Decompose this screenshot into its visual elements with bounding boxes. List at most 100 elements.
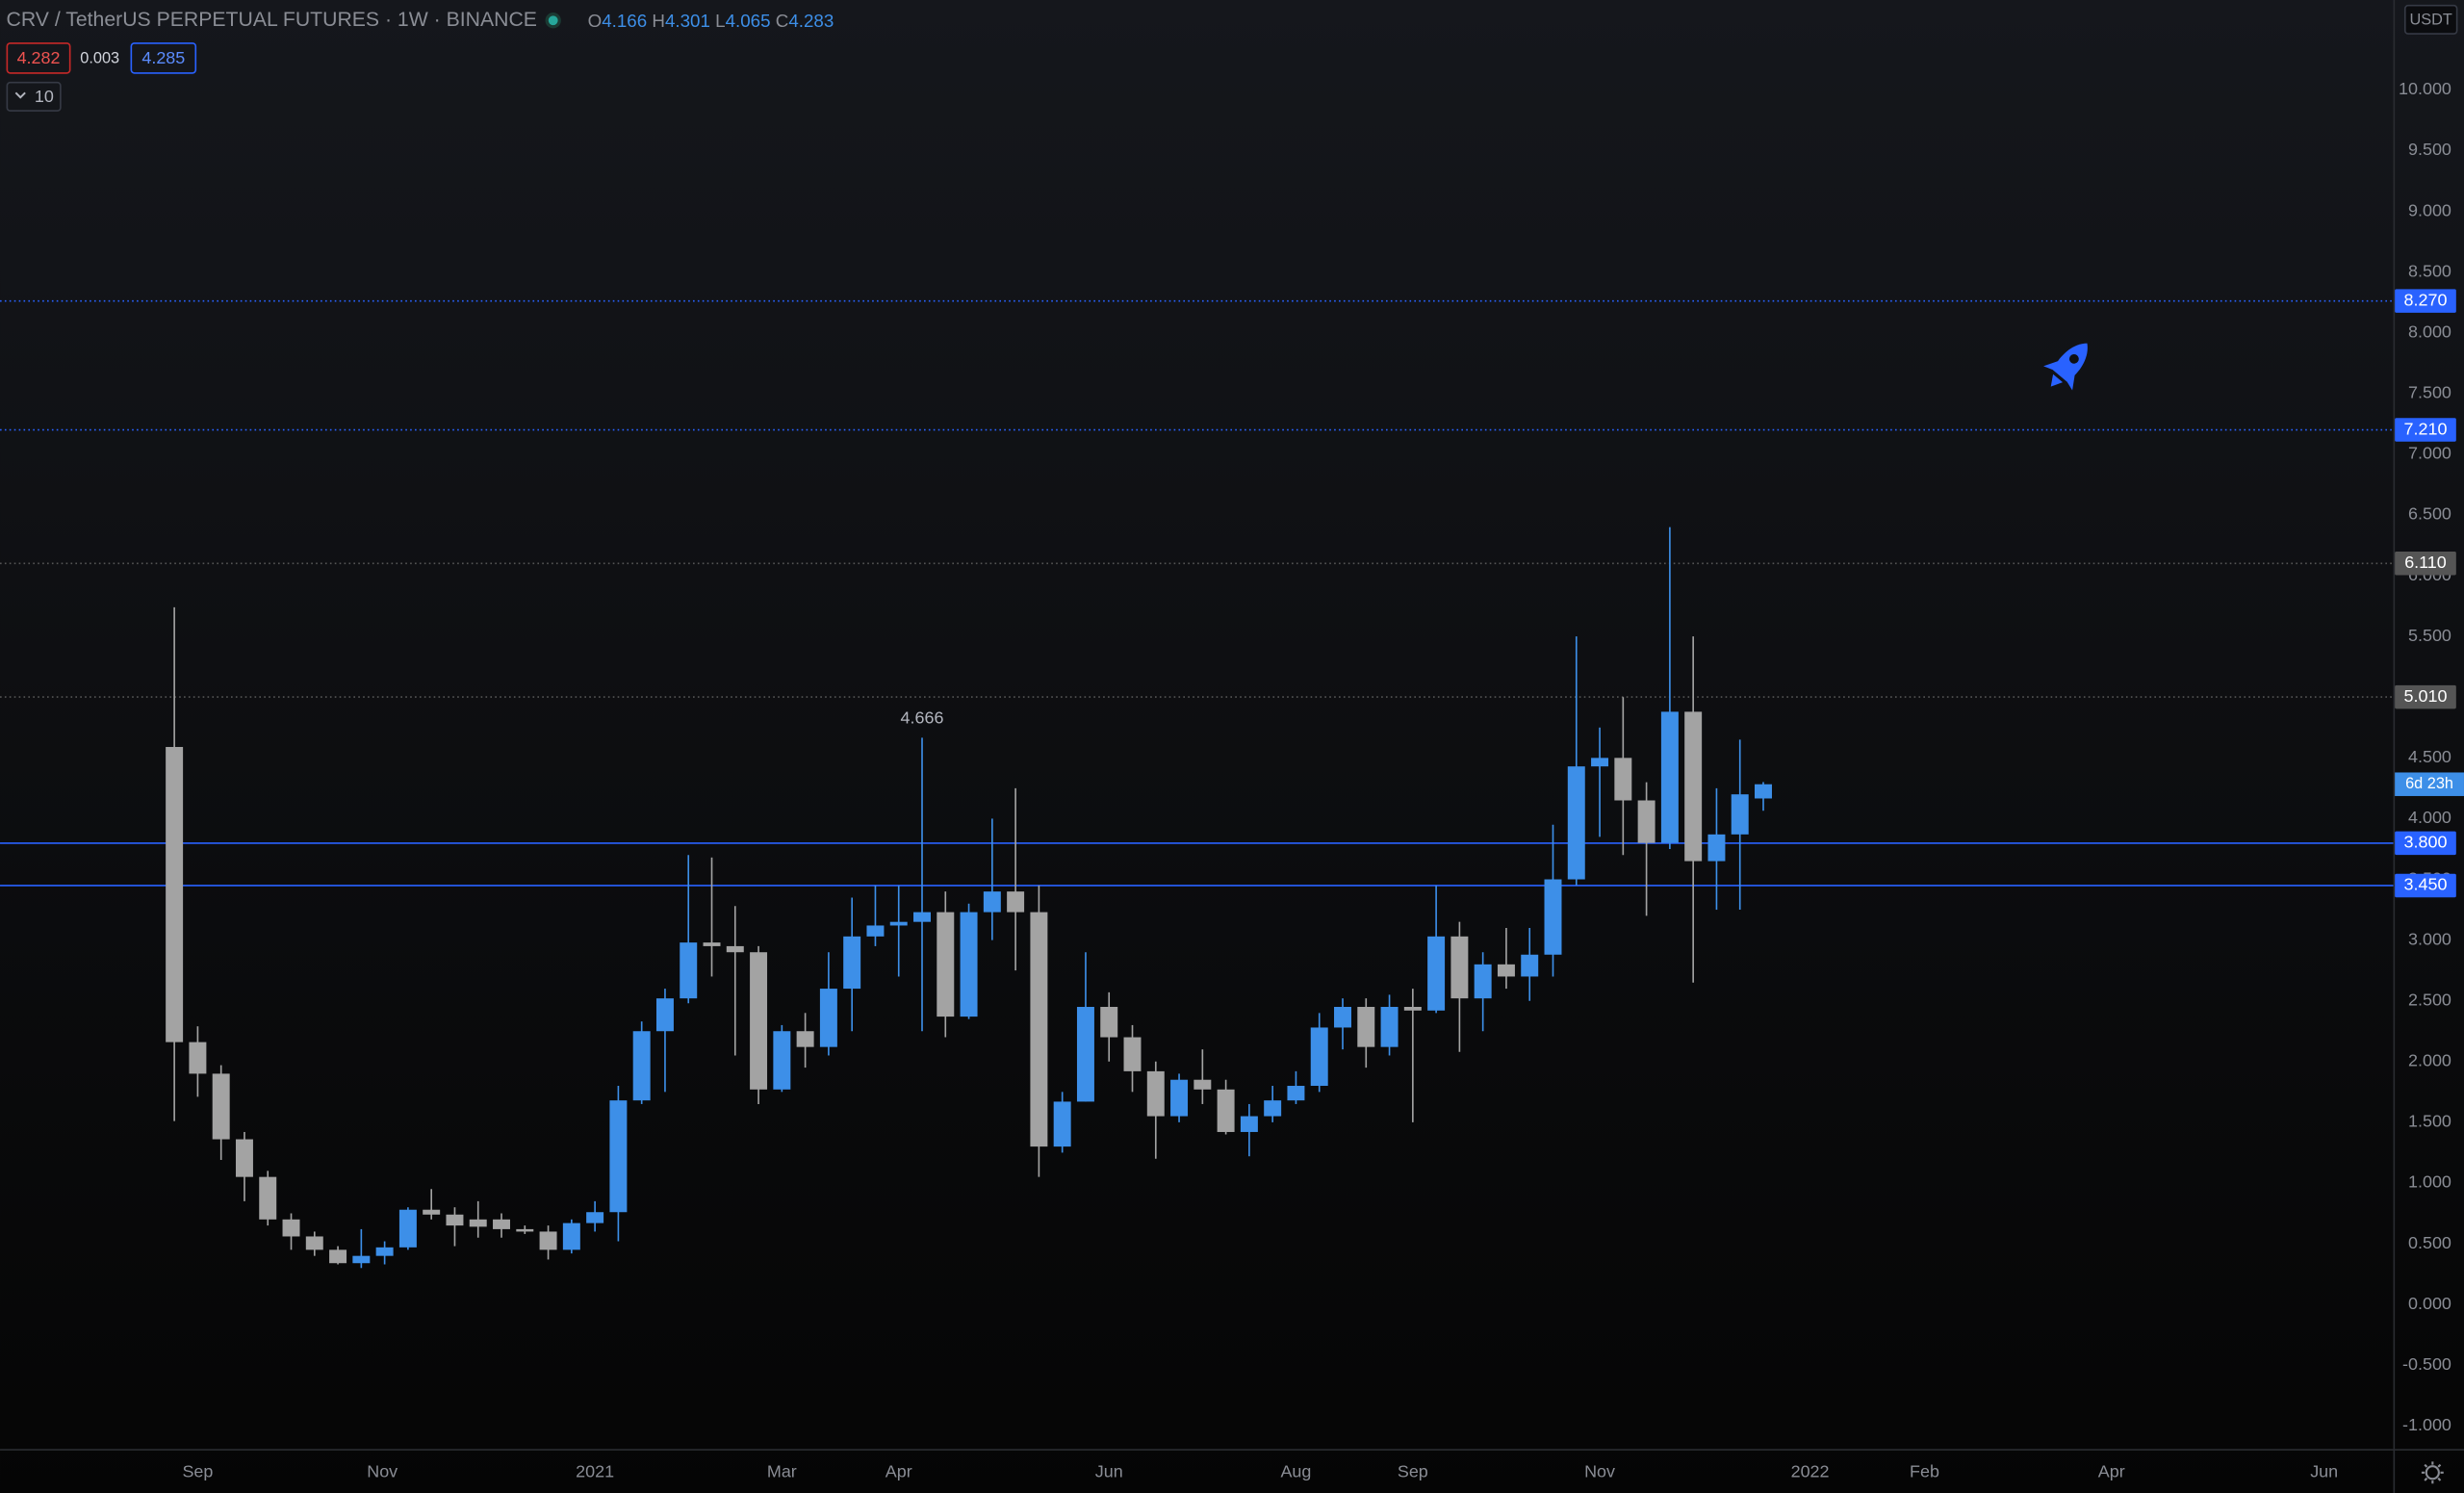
candle-body: [750, 952, 768, 1090]
candle-body: [562, 1223, 580, 1250]
candle-body: [352, 1255, 371, 1264]
y-tick-label: 0.000: [2408, 1294, 2451, 1313]
candle-body: [655, 998, 674, 1032]
candle-body: [703, 942, 721, 946]
candle-body: [189, 1042, 207, 1074]
plot: 4.666: [0, 299, 2394, 1269]
candle-body: [1334, 1007, 1351, 1028]
price-level-label: 3.800: [2404, 833, 2448, 852]
candle-body: [1614, 758, 1632, 801]
buy-price: 4.285: [141, 48, 185, 67]
candle-body: [960, 912, 978, 1017]
candle-body: [1450, 936, 1469, 999]
candle-body: [1707, 834, 1726, 862]
x-tick-label: 2022: [1791, 1462, 1830, 1481]
ohlc-label: L: [715, 11, 725, 31]
y-tick-label: 8.000: [2408, 322, 2451, 341]
buy-box[interactable]: [130, 42, 197, 74]
candle-body: [1660, 711, 1679, 843]
candle-body: [819, 989, 837, 1047]
x-tick-label: Feb: [1910, 1462, 1939, 1481]
price-level-tag: [2395, 873, 2456, 898]
price-level-label: 8.270: [2404, 290, 2448, 309]
candle-body: [259, 1176, 277, 1220]
candle-body: [1053, 1101, 1071, 1147]
x-tick-label: Nov: [367, 1462, 398, 1481]
x-tick-label: Nov: [1584, 1462, 1615, 1481]
ohlc-value: 4.166: [602, 11, 647, 31]
x-tick-label: Sep: [1398, 1462, 1428, 1481]
y-tick-label: 5.500: [2408, 626, 2451, 645]
settings-icon[interactable]: [2421, 1461, 2444, 1484]
candle-body: [609, 1100, 628, 1213]
candle-body: [1497, 964, 1515, 977]
x-tick-label: Jun: [2310, 1462, 2338, 1481]
status-dot: [548, 15, 558, 26]
countdown-tag: [2395, 772, 2464, 796]
candle-body: [773, 1031, 791, 1090]
candle-body: [423, 1209, 441, 1215]
candle-body: [1544, 879, 1562, 955]
candle-body: [983, 891, 1001, 913]
candle-body: [305, 1236, 323, 1250]
candle-body: [446, 1214, 464, 1226]
y-tick-label: 2.500: [2408, 990, 2451, 1009]
y-tick-label: 7.000: [2408, 444, 2451, 463]
y-tick-label: -0.500: [2402, 1354, 2451, 1374]
candle-body: [1357, 1007, 1375, 1047]
candle-body: [1264, 1100, 1282, 1117]
candle-body: [632, 1031, 651, 1101]
spread: 0.003: [80, 50, 119, 67]
candle-body: [1194, 1079, 1212, 1090]
candle-body: [398, 1209, 417, 1248]
candle-body: [1731, 794, 1749, 835]
candle-body: [937, 912, 955, 1017]
y-tick-label: 4.500: [2408, 747, 2451, 766]
candle-body: [1637, 800, 1656, 843]
ohlc-label: H: [652, 11, 665, 31]
candle-body: [375, 1247, 394, 1256]
candle-body: [493, 1219, 510, 1229]
price-level-label: 7.210: [2404, 419, 2448, 438]
y-tick-label: 7.500: [2408, 383, 2451, 402]
currency-box[interactable]: [2403, 4, 2458, 35]
candle-body: [1403, 1007, 1422, 1011]
y-tick-label: 1.000: [2408, 1172, 2451, 1192]
candle-body: [212, 1073, 230, 1140]
indicator-toggle[interactable]: [6, 81, 62, 112]
y-tick-label: 6.500: [2408, 504, 2451, 524]
price-level-tag: [2395, 418, 2456, 442]
candle-body: [1217, 1089, 1235, 1132]
price-level-tag: [2395, 831, 2456, 856]
candle-body: [329, 1249, 347, 1264]
y-tick-label: 2.000: [2408, 1051, 2451, 1070]
candle-body: [235, 1139, 253, 1177]
candle-body: [866, 925, 885, 937]
x-tick-label: Sep: [182, 1462, 213, 1481]
candle-body: [282, 1219, 300, 1237]
price-level-tag: [2395, 684, 2456, 709]
candle-body: [680, 942, 698, 999]
y-tick-label: 9.000: [2408, 200, 2451, 219]
y-tick-label: 8.500: [2408, 261, 2451, 280]
candle-body: [889, 921, 908, 926]
candle-body: [1310, 1027, 1328, 1087]
countdown: 6d 23h: [2405, 775, 2453, 792]
price-level-tag: [2395, 552, 2456, 576]
y-tick-label: 10.000: [2399, 79, 2451, 98]
ohlc-value: 4.065: [726, 11, 771, 31]
candle-body: [1684, 711, 1703, 862]
y-tick-label: 3.000: [2408, 929, 2451, 948]
sell-box[interactable]: [6, 42, 71, 74]
candle-body: [1474, 964, 1492, 999]
high-annotation: 4.666: [901, 708, 944, 728]
candle-body: [726, 945, 744, 953]
sell-price: 4.282: [17, 48, 61, 67]
y-tick-label: -1.000: [2402, 1415, 2451, 1434]
candle-body: [1123, 1037, 1142, 1071]
candle-body: [1567, 766, 1585, 880]
candle-body: [539, 1231, 557, 1250]
candle-body: [516, 1228, 534, 1232]
